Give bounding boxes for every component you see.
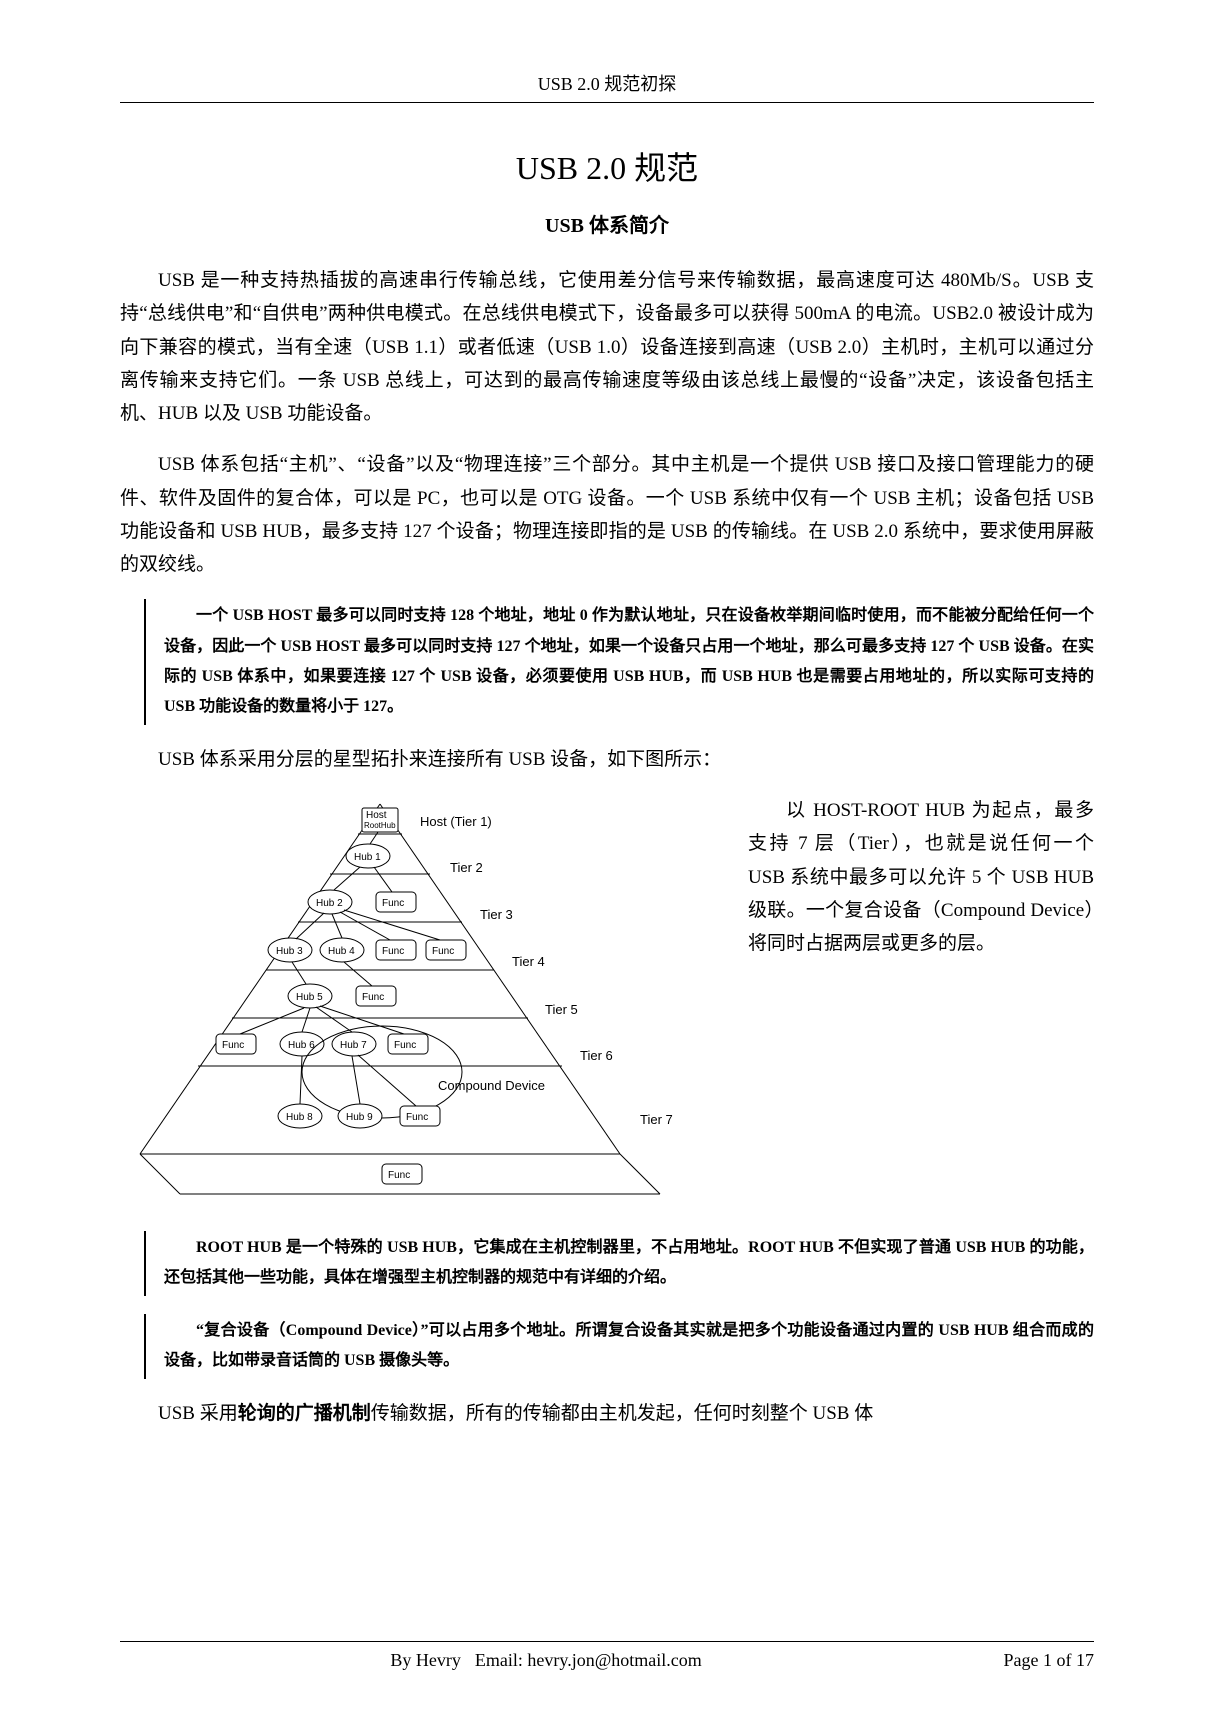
page-footer: By Hevry Email: hevry.jon@hotmail.com Pa…	[120, 1641, 1094, 1671]
note-address-limit: 一个 USB HOST 最多可以同时支持 128 个地址，地址 0 作为默认地址…	[144, 599, 1094, 725]
svg-text:Hub 9: Hub 9	[346, 1112, 373, 1123]
svg-text:Hub 8: Hub 8	[286, 1112, 313, 1123]
footer-page-number: Page 1 of 17	[845, 1650, 1094, 1671]
paragraph-intro: USB 是一种支持热插拔的高速串行传输总线，它使用差分信号来传输数据，最高速度可…	[120, 264, 1094, 430]
compound-label: Compound Device	[438, 1078, 545, 1093]
paragraph-polling: USB 采用轮询的广播机制传输数据，所有的传输都由主机发起，任何时刻整个 USB…	[120, 1397, 1094, 1430]
note-text: 一个 USB HOST 最多可以同时支持 128 个地址，地址 0 作为默认地址…	[164, 601, 1094, 723]
note-text: “复合设备（Compound Device）”可以占用多个地址。所谓复合设备其实…	[164, 1316, 1094, 1377]
running-header: USB 2.0 规范初探	[120, 70, 1094, 103]
svg-text:Hub 7: Hub 7	[340, 1040, 367, 1051]
svg-text:Func: Func	[382, 898, 404, 909]
page-title: USB 2.0 规范	[120, 143, 1094, 189]
tier3-label: Tier 3	[480, 907, 513, 922]
text-bold: 轮询的广播机制	[238, 1403, 371, 1424]
tier5-label: Tier 5	[545, 1002, 578, 1017]
tier7-label: Tier 7	[640, 1112, 673, 1127]
tier4-label: Tier 4	[512, 954, 545, 969]
footer-author: By Hevry	[120, 1650, 475, 1671]
svg-text:Hub 5: Hub 5	[296, 992, 323, 1003]
svg-text:Func: Func	[382, 946, 404, 957]
svg-text:Func: Func	[362, 992, 384, 1003]
svg-text:Hub 3: Hub 3	[276, 946, 303, 957]
text-pre: USB 采用	[158, 1403, 238, 1424]
svg-text:Hub 2: Hub 2	[316, 898, 343, 909]
tier6-label: Tier 6	[580, 1048, 613, 1063]
figure-row: Host (Tier 1) Tier 2 Tier 3 Tier 4 Tier …	[120, 794, 1094, 1209]
tier2-label: Tier 2	[450, 860, 483, 875]
svg-text:Func: Func	[394, 1040, 416, 1051]
paragraph-topology-intro: USB 体系采用分层的星型拓扑来连接所有 USB 设备，如下图所示：	[120, 743, 1094, 776]
footer-email: Email: hevry.jon@hotmail.com	[475, 1650, 845, 1671]
paragraph-system: USB 体系包括“主机”、“设备”以及“物理连接”三个部分。其中主机是一个提供 …	[120, 448, 1094, 581]
usb-topology-diagram: Host (Tier 1) Tier 2 Tier 3 Tier 4 Tier …	[120, 794, 720, 1209]
svg-text:Hub 1: Hub 1	[354, 852, 381, 863]
svg-text:Hub 6: Hub 6	[288, 1040, 315, 1051]
svg-text:Hub 4: Hub 4	[328, 946, 355, 957]
side-paragraph: 以 HOST-ROOT HUB 为起点，最多支持 7 层（Tier），也就是说任…	[748, 794, 1094, 960]
svg-text:Func: Func	[406, 1112, 428, 1123]
svg-text:Func: Func	[388, 1170, 410, 1181]
section-subtitle: USB 体系简介	[120, 209, 1094, 238]
text-post: 传输数据，所有的传输都由主机发起，任何时刻整个 USB 体	[371, 1403, 873, 1424]
note-root-hub: ROOT HUB 是一个特殊的 USB HUB，它集成在主机控制器里，不占用地址…	[144, 1231, 1094, 1296]
svg-text:Func: Func	[222, 1040, 244, 1051]
note-text: ROOT HUB 是一个特殊的 USB HUB，它集成在主机控制器里，不占用地址…	[164, 1233, 1094, 1294]
svg-text:RootHub: RootHub	[364, 821, 396, 830]
note-compound-device: “复合设备（Compound Device）”可以占用多个地址。所谓复合设备其实…	[144, 1314, 1094, 1379]
tier1-label: Host (Tier 1)	[420, 814, 492, 829]
figure-side-text: 以 HOST-ROOT HUB 为起点，最多支持 7 层（Tier），也就是说任…	[720, 794, 1094, 960]
svg-text:Host: Host	[366, 810, 387, 821]
svg-text:Func: Func	[432, 946, 454, 957]
document-page: USB 2.0 规范初探 USB 2.0 规范 USB 体系简介 USB 是一种…	[0, 0, 1214, 1719]
